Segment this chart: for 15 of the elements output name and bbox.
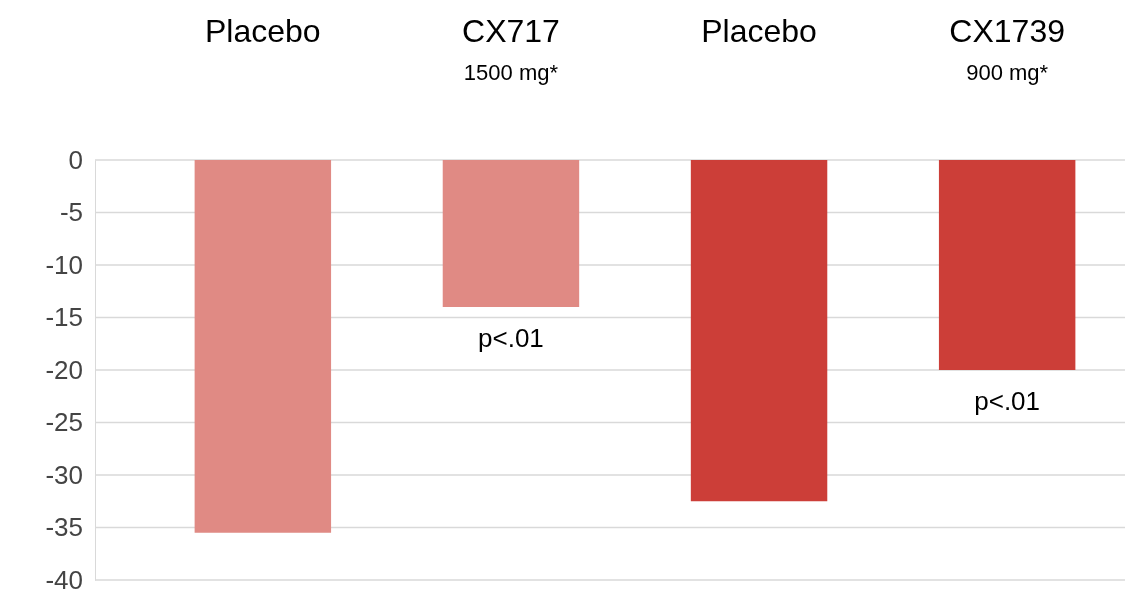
y-tick-label: -25 — [45, 407, 83, 438]
y-tick-label: 0 — [68, 144, 83, 175]
y-tick-label: -20 — [45, 354, 83, 385]
y-tick-label: -10 — [45, 249, 83, 280]
x-tick-label: Placebo — [701, 13, 817, 49]
y-tick-label: -40 — [45, 564, 83, 595]
annotation: p<.01 — [974, 386, 1041, 416]
annotation: p<.01 — [478, 323, 544, 353]
y-tick-label: -35 — [45, 512, 83, 543]
x-tick-label: CX717 1500 mg* — [462, 13, 560, 85]
x-tick-label: CX1739 900 mg* — [949, 13, 1065, 85]
y-tick-label: -5 — [59, 197, 83, 228]
y-tick-label: -30 — [45, 459, 83, 490]
y-tick-label: -15 — [45, 302, 83, 333]
x-tick-label: Placebo — [205, 13, 321, 49]
